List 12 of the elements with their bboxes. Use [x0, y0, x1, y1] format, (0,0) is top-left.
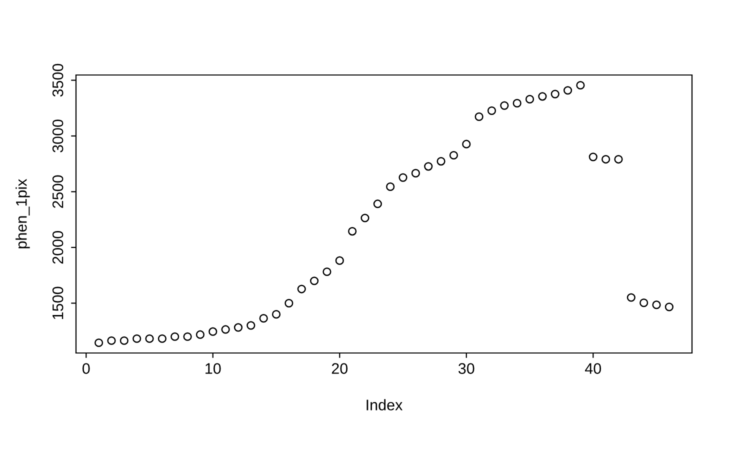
x-tick-label: 10: [206, 363, 221, 374]
x-tick-label: 0: [82, 363, 90, 374]
y-axis-title: phen_1pix: [16, 178, 30, 248]
x-tick-label: 20: [332, 363, 348, 374]
y-tick-label: 3000: [52, 120, 64, 152]
y-tick-label: 2000: [52, 231, 64, 264]
x-axis-title: Index: [366, 399, 403, 410]
y-tick-label: 2500: [52, 175, 64, 208]
y-tick-label: 3500: [52, 64, 64, 97]
x-tick-label: 30: [458, 363, 474, 374]
x-tick-label: 40: [584, 363, 602, 374]
y-tick-label: 1500: [52, 286, 64, 319]
